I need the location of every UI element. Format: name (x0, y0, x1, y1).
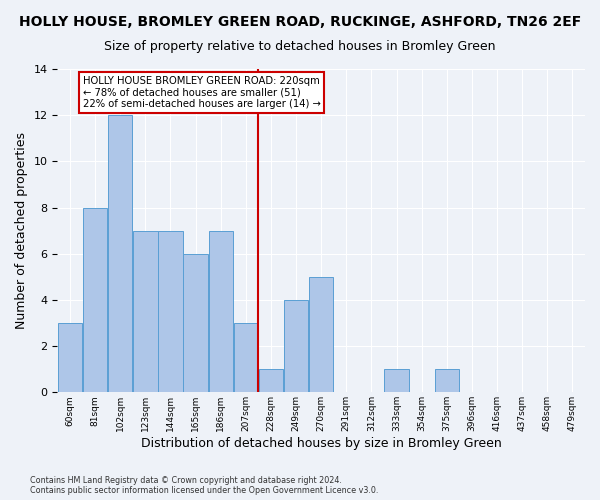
Text: HOLLY HOUSE BROMLEY GREEN ROAD: 220sqm
← 78% of detached houses are smaller (51): HOLLY HOUSE BROMLEY GREEN ROAD: 220sqm ←… (83, 76, 320, 109)
Bar (158, 230, 182, 392)
Y-axis label: Number of detached properties: Number of detached properties (15, 132, 28, 329)
Bar (434, 369, 459, 392)
Bar (259, 369, 283, 392)
Text: Size of property relative to detached houses in Bromley Green: Size of property relative to detached ho… (104, 40, 496, 53)
Bar (309, 277, 334, 392)
Bar (133, 230, 158, 392)
Bar (385, 369, 409, 392)
Text: HOLLY HOUSE, BROMLEY GREEN ROAD, RUCKINGE, ASHFORD, TN26 2EF: HOLLY HOUSE, BROMLEY GREEN ROAD, RUCKING… (19, 15, 581, 29)
Bar (184, 254, 208, 392)
Bar (209, 230, 233, 392)
Bar (108, 115, 133, 392)
Bar (284, 300, 308, 392)
Text: Contains HM Land Registry data © Crown copyright and database right 2024.
Contai: Contains HM Land Registry data © Crown c… (30, 476, 379, 495)
Bar (58, 323, 82, 392)
Bar (233, 323, 258, 392)
Bar (83, 208, 107, 392)
X-axis label: Distribution of detached houses by size in Bromley Green: Distribution of detached houses by size … (141, 437, 502, 450)
